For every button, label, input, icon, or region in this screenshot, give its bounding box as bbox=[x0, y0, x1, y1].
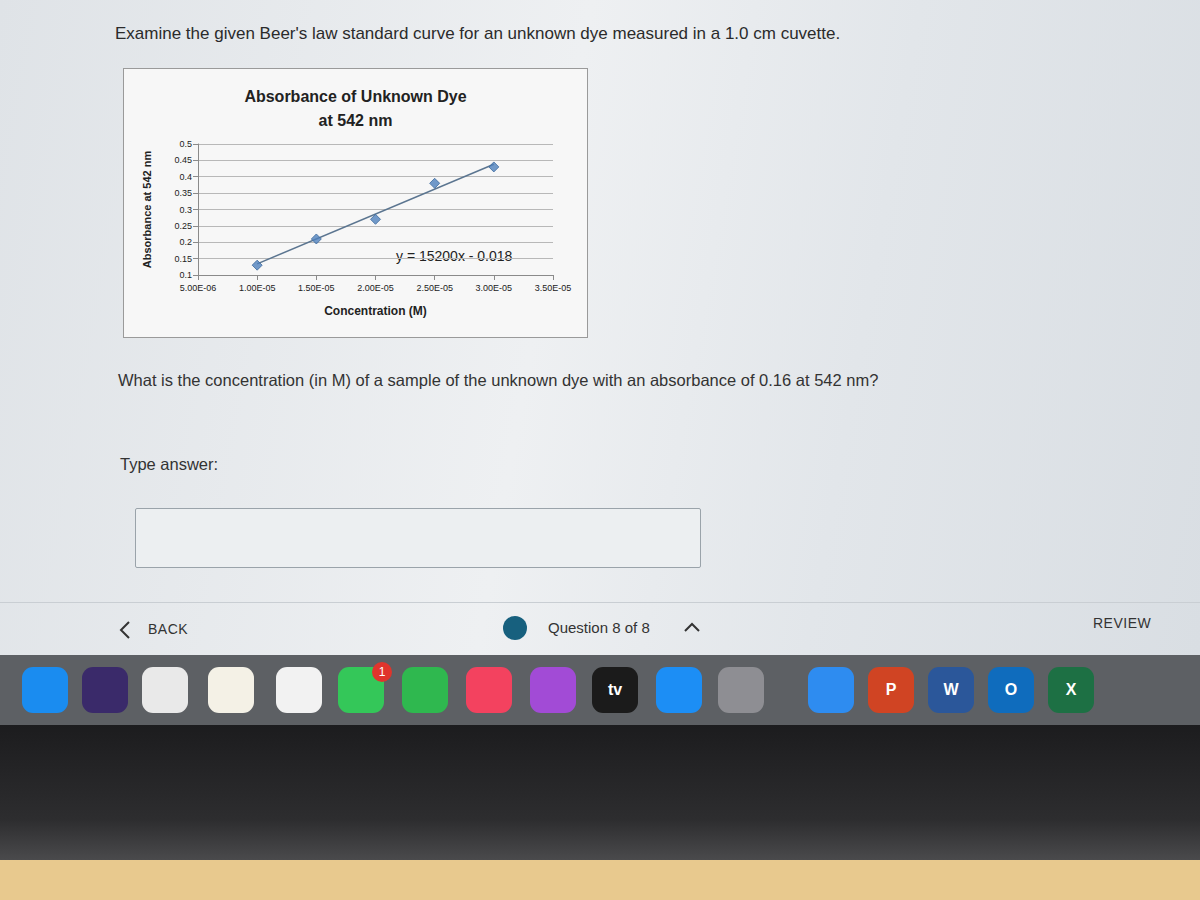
svg-text:Concentration (M): Concentration (M) bbox=[324, 304, 427, 318]
svg-text:0.25: 0.25 bbox=[174, 221, 192, 231]
svg-text:5.00E-06: 5.00E-06 bbox=[180, 283, 217, 293]
html-text:W: W bbox=[943, 681, 959, 698]
svg-text:y = 15200x - 0.018: y = 15200x - 0.018 bbox=[396, 248, 513, 264]
svg-text:0.1: 0.1 bbox=[179, 270, 192, 280]
svg-text:Absorbance of Unknown Dye: Absorbance of Unknown Dye bbox=[244, 88, 466, 105]
html-text:Question 8 of 8: Question 8 of 8 bbox=[548, 619, 650, 636]
html-text:X: X bbox=[1065, 681, 1077, 698]
svg-text:3.00E-05: 3.00E-05 bbox=[476, 283, 513, 293]
html-text:What is the concentration (in: What is the concentration (in M) of a sa… bbox=[118, 371, 879, 389]
svg-text:0.2: 0.2 bbox=[179, 237, 192, 247]
html-text:BACK: BACK bbox=[148, 621, 189, 637]
svg-text:3.50E-05: 3.50E-05 bbox=[535, 283, 572, 293]
svg-text:1.50E-05: 1.50E-05 bbox=[298, 283, 335, 293]
svg-text:0.15: 0.15 bbox=[174, 254, 192, 264]
svg-text:0.35: 0.35 bbox=[174, 188, 192, 198]
svg-text:1.00E-05: 1.00E-05 bbox=[239, 283, 276, 293]
svg-text:2.00E-05: 2.00E-05 bbox=[357, 283, 394, 293]
svg-text:0.45: 0.45 bbox=[174, 155, 192, 165]
svg-text:0.5: 0.5 bbox=[179, 139, 192, 149]
svg-text:2.50E-05: 2.50E-05 bbox=[416, 283, 453, 293]
svg-text:at 542 nm: at 542 nm bbox=[319, 112, 393, 129]
html-text:Type answer:: Type answer: bbox=[120, 455, 219, 473]
html-text:REVIEW: REVIEW bbox=[1093, 615, 1152, 631]
html-text:Examine the given Beer's law s: Examine the given Beer's law standard cu… bbox=[115, 24, 841, 43]
html-text:O: O bbox=[1004, 681, 1018, 698]
html-text:P: P bbox=[885, 681, 897, 698]
svg-text:Absorbance at 542 nm: Absorbance at 542 nm bbox=[141, 151, 153, 269]
svg-text:0.4: 0.4 bbox=[179, 172, 192, 182]
html-text:1: 1 bbox=[378, 665, 386, 679]
svg-text:0.3: 0.3 bbox=[179, 205, 192, 215]
html-text:tv: tv bbox=[607, 681, 623, 698]
